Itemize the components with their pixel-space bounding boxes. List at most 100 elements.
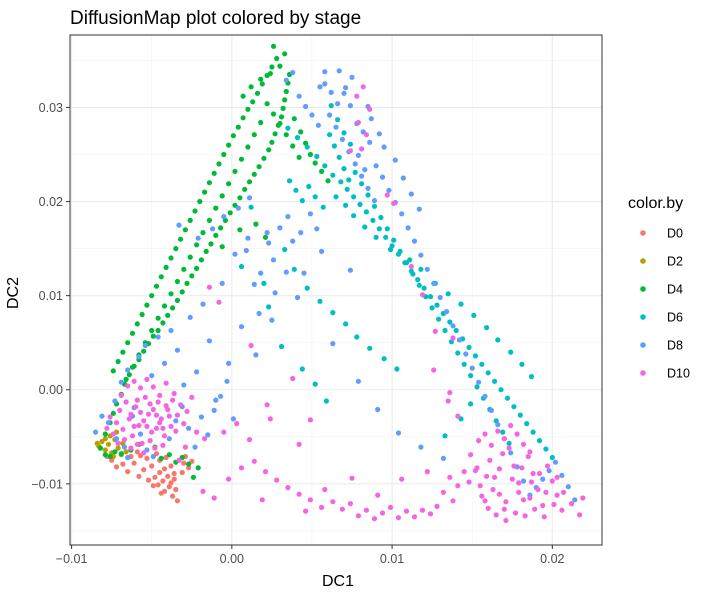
- data-point: [508, 422, 514, 429]
- data-point: [309, 112, 315, 118]
- data-point: [347, 501, 353, 507]
- data-point: [461, 469, 467, 475]
- data-point: [181, 266, 187, 272]
- data-point: [455, 350, 461, 356]
- data-point: [376, 131, 382, 137]
- data-point: [554, 474, 560, 480]
- data-point: [488, 407, 494, 413]
- data-point: [386, 187, 392, 193]
- data-point: [213, 232, 219, 238]
- data-point: [530, 429, 536, 435]
- data-point: [174, 278, 180, 285]
- data-point: [147, 438, 153, 444]
- x-axis: −0.01 0.00 0.01 0.02: [56, 545, 565, 566]
- data-point: [294, 135, 301, 141]
- data-point: [450, 498, 456, 504]
- data-point: [447, 390, 453, 396]
- data-point: [246, 179, 253, 185]
- data-point: [267, 71, 273, 77]
- data-point: [237, 227, 243, 233]
- major-gridlines: [70, 35, 602, 545]
- data-point: [134, 321, 140, 327]
- data-point: [149, 463, 155, 469]
- data-point: [149, 293, 155, 299]
- data-point: [500, 429, 506, 435]
- data-point: [251, 281, 257, 287]
- data-point: [469, 365, 475, 371]
- data-point: [157, 469, 163, 476]
- data-point: [477, 483, 483, 489]
- data-point: [136, 354, 142, 360]
- data-point: [333, 124, 339, 130]
- data-point: [312, 160, 318, 166]
- data-point: [500, 451, 506, 457]
- data-point: [359, 146, 365, 152]
- data-point: [174, 347, 180, 353]
- data-point: [327, 132, 333, 138]
- legend-label: D4: [667, 283, 683, 297]
- data-point: [206, 284, 212, 290]
- data-point: [504, 395, 511, 401]
- data-point: [173, 246, 179, 252]
- data-point: [240, 93, 246, 99]
- data-point: [170, 305, 176, 311]
- data-point: [186, 425, 192, 431]
- x-tick-label: 0.01: [380, 552, 404, 566]
- data-point: [456, 337, 462, 343]
- data-point: [363, 209, 369, 215]
- data-point: [150, 384, 156, 390]
- data-point: [123, 399, 129, 405]
- data-point: [303, 103, 309, 110]
- data-point: [320, 204, 326, 210]
- data-point: [367, 106, 373, 112]
- data-point: [282, 246, 288, 253]
- chart-title: DiffusionMap plot colored by stage: [70, 8, 361, 29]
- data-point: [277, 120, 283, 127]
- data-point: [312, 381, 318, 387]
- data-point: [322, 81, 328, 87]
- data-point: [419, 292, 426, 298]
- y-tick-label: 0.00: [39, 383, 63, 397]
- data-point: [376, 226, 382, 232]
- data-point: [264, 230, 270, 236]
- y-tick-label: 0.01: [39, 289, 63, 303]
- data-point: [144, 376, 150, 382]
- data-point: [133, 404, 139, 410]
- legend-label: D6: [667, 311, 683, 325]
- data-point: [488, 442, 494, 448]
- data-point: [331, 143, 337, 149]
- data-point: [383, 234, 389, 240]
- data-point: [137, 409, 144, 415]
- data-point: [251, 458, 257, 464]
- data-point: [319, 248, 325, 254]
- data-point: [298, 129, 304, 135]
- data-point: [560, 489, 567, 495]
- data-point: [200, 230, 206, 236]
- data-point: [121, 444, 128, 450]
- data-point: [125, 340, 131, 346]
- data-point: [168, 291, 174, 297]
- data-point: [371, 516, 378, 522]
- legend-item-d4: D4: [640, 283, 683, 297]
- data-point: [251, 132, 257, 138]
- data-point: [341, 90, 347, 96]
- data-point: [213, 397, 219, 403]
- data-point: [226, 360, 232, 366]
- data-point: [528, 479, 535, 485]
- data-point: [102, 431, 108, 437]
- data-point: [226, 181, 232, 187]
- data-point: [397, 248, 403, 254]
- data-point: [195, 235, 201, 241]
- legend-key: [640, 342, 646, 348]
- data-point: [115, 445, 121, 451]
- data-point: [359, 173, 365, 179]
- data-point: [418, 444, 424, 450]
- data-point: [166, 413, 172, 419]
- data-point: [485, 505, 491, 511]
- data-point: [395, 515, 402, 521]
- plot-border: [69, 34, 603, 546]
- data-point: [261, 280, 267, 286]
- x-axis-title: DC1: [322, 573, 354, 590]
- data-point: [277, 63, 283, 69]
- data-point: [485, 370, 491, 376]
